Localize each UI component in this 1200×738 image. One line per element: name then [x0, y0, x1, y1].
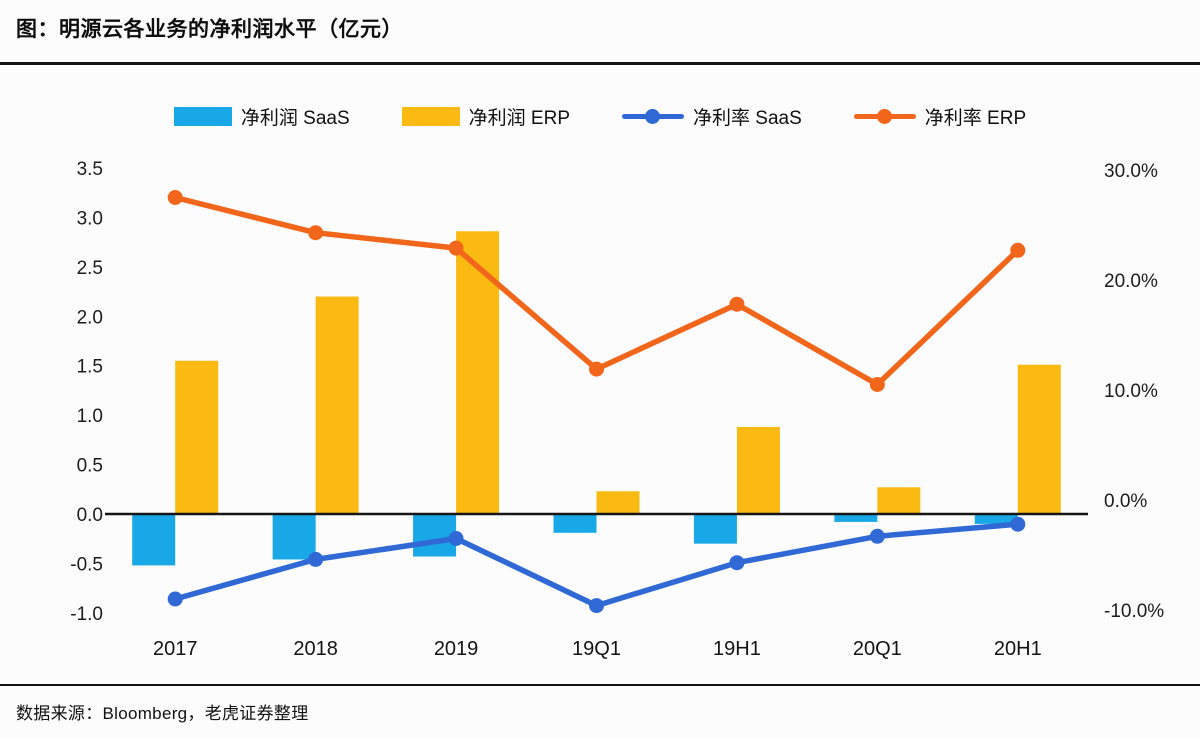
data-source-text: 数据来源：Bloomberg，老虎证券整理 — [16, 704, 309, 723]
left-axis-tick-0.0: 0.0 — [77, 505, 103, 526]
footer-divider — [0, 684, 1200, 686]
marker-净利率 SaaS-2019 — [448, 531, 464, 546]
left-axis-tick-3.5: 3.5 — [77, 159, 103, 180]
chart-legend: 净利润 SaaS 净利润 ERP 净利率 SaaS 净利率 ERP — [0, 103, 1200, 130]
marker-净利率 SaaS-19H1 — [729, 555, 745, 571]
legend-label: 净利率 ERP — [924, 108, 1027, 129]
legend-item: 净利率 ERP — [853, 103, 1027, 130]
right-axis-tick-30.0%: 30.0% — [1104, 161, 1158, 182]
marker-净利率 ERP-2017 — [167, 190, 183, 205]
chart-title: 图：明源云各业务的净利润水平（亿元） — [16, 18, 403, 41]
x-axis-label-20Q1: 20Q1 — [853, 638, 902, 660]
legend-item: 净利率 SaaS — [622, 103, 802, 130]
bar-净利润 ERP-2017 — [175, 360, 219, 514]
left-axis-tick-1.0: 1.0 — [77, 406, 103, 427]
bar-净利润 ERP-2019 — [456, 231, 500, 514]
bar-净利润 ERP-20H1 — [1017, 364, 1061, 514]
x-axis-label-2017: 2017 — [153, 638, 198, 660]
legend-bar-swatch-icon — [401, 107, 460, 126]
legend-line-marker — [876, 109, 892, 124]
marker-净利率 SaaS-20H1 — [1010, 516, 1026, 532]
x-axis-label-2018: 2018 — [293, 638, 338, 660]
legend-bar-swatch-icon — [173, 107, 232, 126]
marker-净利率 SaaS-20Q1 — [869, 528, 885, 544]
left-axis-tick-2.0: 2.0 — [77, 307, 103, 328]
left-axis-tick--1.0: -1.0 — [70, 604, 103, 625]
marker-净利率 ERP-2018 — [308, 225, 324, 241]
legend-label: 净利率 SaaS — [693, 108, 802, 129]
marker-净利率 ERP-19H1 — [729, 296, 745, 312]
line-净利率 ERP — [172, 194, 1021, 388]
bar-净利润 SaaS-20Q1 — [834, 514, 878, 522]
bar-净利润 SaaS-2019 — [413, 514, 457, 557]
legend-label: 净利润 SaaS — [240, 108, 350, 129]
bar-净利润 SaaS-19H1 — [693, 514, 737, 544]
legend-item: 净利润 SaaS — [173, 103, 350, 130]
x-axis-label-20H1: 20H1 — [994, 638, 1042, 660]
marker-净利率 ERP-2019 — [448, 240, 464, 256]
marker-净利率 SaaS-19Q1 — [589, 598, 604, 614]
left-axis-tick-1.5: 1.5 — [77, 357, 103, 378]
bar-净利润 SaaS-2018 — [272, 514, 316, 560]
left-axis-tick--0.5: -0.5 — [70, 554, 103, 575]
legend-line-marker — [645, 109, 660, 124]
right-axis-tick-0.0%: 0.0% — [1104, 491, 1147, 512]
bar-净利润 ERP-19H1 — [736, 427, 780, 514]
legend-label: 净利润 ERP — [468, 108, 570, 129]
left-axis-tick-3.0: 3.0 — [77, 208, 103, 229]
right-axis-tick-10.0%: 10.0% — [1104, 381, 1158, 402]
right-axis-tick-20.0%: 20.0% — [1104, 271, 1158, 292]
left-axis-tick-2.5: 2.5 — [77, 258, 103, 279]
x-axis-label-19Q1: 19Q1 — [572, 638, 621, 660]
marker-净利率 ERP-19Q1 — [589, 361, 604, 377]
x-axis-label-2019: 2019 — [434, 638, 479, 660]
marker-净利率 SaaS-2018 — [308, 551, 324, 567]
bar-净利润 ERP-19Q1 — [596, 491, 640, 514]
bar-净利润 SaaS-19Q1 — [553, 514, 597, 533]
left-axis-tick-0.5: 0.5 — [77, 456, 103, 477]
bar-净利润 ERP-2018 — [315, 296, 359, 514]
legend-line-swatch-icon — [853, 107, 916, 126]
title-divider — [0, 62, 1200, 65]
bar-净利润 SaaS-2017 — [132, 514, 176, 566]
legend-line-swatch-icon — [622, 107, 684, 126]
bar-净利润 ERP-20Q1 — [877, 487, 921, 514]
bar-净利润 SaaS-20H1 — [974, 514, 1018, 524]
legend-item: 净利润 ERP — [401, 103, 570, 130]
marker-净利率 SaaS-2017 — [167, 591, 183, 607]
marker-净利率 ERP-20H1 — [1010, 242, 1026, 258]
right-axis-tick--10.0%: -10.0% — [1104, 601, 1164, 622]
x-axis-label-19H1: 19H1 — [713, 638, 761, 660]
marker-净利率 ERP-20Q1 — [869, 377, 885, 392]
